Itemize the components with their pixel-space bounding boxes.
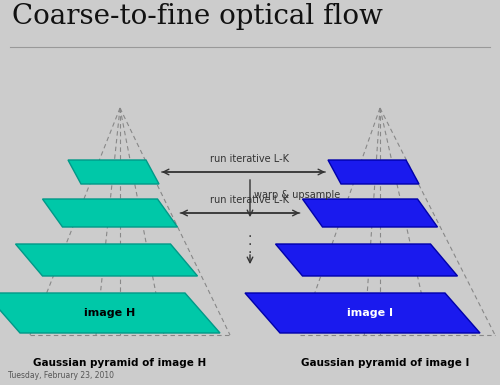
Text: run iterative L-K: run iterative L-K [210,154,290,164]
Polygon shape [328,160,419,184]
Text: Coarse-to-fine optical flow: Coarse-to-fine optical flow [12,3,383,30]
Polygon shape [302,199,438,227]
Polygon shape [16,244,198,276]
Text: warp & upsample: warp & upsample [254,190,340,200]
Text: image H: image H [84,308,136,318]
Polygon shape [0,293,220,333]
Text: Tuesday, February 23, 2010: Tuesday, February 23, 2010 [8,371,114,380]
Text: image I: image I [347,308,393,318]
Polygon shape [68,160,159,184]
Polygon shape [245,293,480,333]
Polygon shape [276,244,458,276]
Text: ·: · [248,230,252,244]
Polygon shape [42,199,177,227]
Text: Gaussian pyramid of image I: Gaussian pyramid of image I [301,358,469,368]
Text: run iterative L-K: run iterative L-K [210,195,290,205]
Text: ·: · [248,246,252,260]
Text: ·: · [248,238,252,252]
Text: Gaussian pyramid of image H: Gaussian pyramid of image H [34,358,206,368]
